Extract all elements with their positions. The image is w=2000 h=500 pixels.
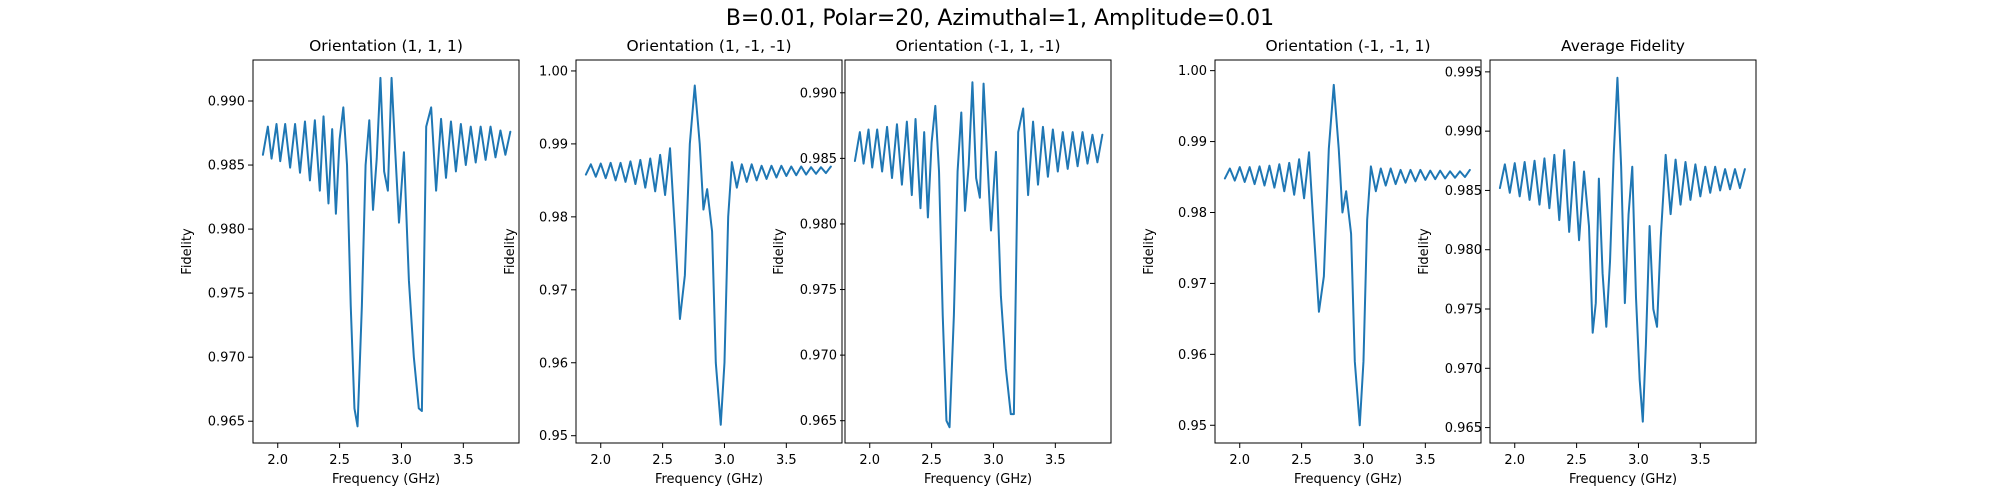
y-tick-label: 0.99 <box>1178 135 1207 150</box>
series-line-1 <box>261 76 512 428</box>
axes-frame <box>575 59 843 444</box>
y-tick-label: 0.985 <box>800 152 837 167</box>
subplot-4: 2.0 2.5 3.0 3.5 0.95 0.96 0.97 0.98 0.99 1.00 Orie… <box>1142 37 1482 487</box>
x-tick-label: 3.5 <box>453 453 474 468</box>
y-tick-label: 0.975 <box>800 283 837 298</box>
x-tick-label: 3.0 <box>714 453 735 468</box>
y-axis-label: Fidelity <box>772 228 787 275</box>
y-tick-label: 0.970 <box>208 351 245 366</box>
y-axis-label: Fidelity <box>180 228 195 275</box>
y-tick-label: 0.990 <box>1445 125 1482 140</box>
subplot-3: 2.0 2.5 3.0 3.5 0.965 0.970 0.975 0.980 0.985 0.9… <box>772 37 1112 487</box>
x-tick-label: 3.0 <box>1628 453 1649 468</box>
y-tick-label: 0.995 <box>1445 65 1482 80</box>
y-tick-label: 0.95 <box>539 429 568 444</box>
x-axis-label: Frequency (GHz) <box>924 472 1032 487</box>
x-axis-label: Frequency (GHz) <box>1569 472 1677 487</box>
x-tick-label: 2.0 <box>859 453 880 468</box>
x-tick-label: 3.5 <box>1045 453 1066 468</box>
x-tick-label: 2.5 <box>1291 453 1312 468</box>
subplot-5: 2.0 2.5 3.0 3.5 0.965 0.970 0.975 0.980 0.985 0.9… <box>1417 37 1757 487</box>
y-axis-label: Fidelity <box>1142 228 1157 275</box>
x-axis-label: Frequency (GHz) <box>332 472 440 487</box>
axes-frame <box>1489 59 1757 444</box>
x-axis-label: Frequency (GHz) <box>655 472 763 487</box>
y-tick-label: 0.975 <box>1445 303 1482 318</box>
panel-title: Average Fidelity <box>1561 37 1685 55</box>
x-tick-label: 2.0 <box>1504 453 1525 468</box>
x-tick-label: 2.5 <box>329 453 350 468</box>
y-tick-label: 0.980 <box>208 223 245 238</box>
y-tick-label: 0.96 <box>1178 348 1207 363</box>
x-tick-label: 2.0 <box>590 453 611 468</box>
y-axis-label: Fidelity <box>503 228 518 275</box>
x-tick-label: 2.5 <box>652 453 673 468</box>
y-tick-label: 0.985 <box>208 159 245 174</box>
y-tick-label: 0.99 <box>539 137 568 152</box>
subplot-2: 2.0 2.5 3.0 3.5 0.95 0.96 0.97 0.98 0.99 1.00 Orie… <box>503 37 843 487</box>
series-line-1 <box>584 84 832 426</box>
y-tick-label: 0.980 <box>1445 243 1482 258</box>
y-tick-label: 0.965 <box>1445 421 1482 436</box>
axes-frame <box>252 59 520 444</box>
y-tick-label: 0.970 <box>1445 362 1482 377</box>
y-tick-label: 0.95 <box>1178 419 1207 434</box>
y-tick-label: 0.980 <box>800 217 837 232</box>
y-tick-label: 0.990 <box>800 86 837 101</box>
x-axis-label: Frequency (GHz) <box>1294 472 1402 487</box>
x-tick-label: 3.5 <box>1690 453 1711 468</box>
panel-title: Orientation (1, -1, -1) <box>626 37 791 55</box>
panel-title: Orientation (-1, 1, -1) <box>895 37 1060 55</box>
x-tick-label: 3.0 <box>1353 453 1374 468</box>
x-tick-label: 3.5 <box>1415 453 1436 468</box>
x-tick-label: 2.5 <box>921 453 942 468</box>
y-tick-label: 0.97 <box>1178 277 1207 292</box>
y-tick-label: 0.990 <box>208 94 245 109</box>
y-tick-label: 1.00 <box>539 64 568 79</box>
x-tick-label: 2.0 <box>267 453 288 468</box>
axes-frame <box>1214 59 1482 444</box>
series-line-1 <box>1498 76 1746 423</box>
series-line-1 <box>1223 83 1471 427</box>
y-axis-label: Fidelity <box>1417 228 1432 275</box>
subplot-1: 2.0 2.5 3.0 3.5 0.965 0.970 0.975 0.980 0.985 0.9… <box>180 37 520 487</box>
y-tick-label: 0.97 <box>539 283 568 298</box>
y-tick-label: 0.98 <box>539 210 568 225</box>
y-tick-label: 0.975 <box>208 287 245 302</box>
y-tick-label: 0.985 <box>1445 184 1482 199</box>
x-tick-label: 3.0 <box>391 453 412 468</box>
y-tick-label: 0.96 <box>539 356 568 371</box>
y-tick-label: 0.965 <box>800 414 837 429</box>
y-tick-label: 1.00 <box>1178 64 1207 79</box>
x-tick-label: 3.5 <box>776 453 797 468</box>
panel-title: Orientation (1, 1, 1) <box>309 37 463 55</box>
x-tick-label: 3.0 <box>983 453 1004 468</box>
y-tick-label: 0.98 <box>1178 206 1207 221</box>
y-tick-label: 0.970 <box>800 349 837 364</box>
figure-title: B=0.01, Polar=20, Azimuthal=1, Amplitude… <box>725 6 1275 31</box>
x-tick-label: 2.5 <box>1566 453 1587 468</box>
panel-title: Orientation (-1, -1, 1) <box>1265 37 1430 55</box>
y-tick-label: 0.965 <box>208 415 245 430</box>
x-tick-label: 2.0 <box>1229 453 1250 468</box>
series-line-1 <box>853 81 1104 429</box>
axes-frame <box>844 59 1112 444</box>
